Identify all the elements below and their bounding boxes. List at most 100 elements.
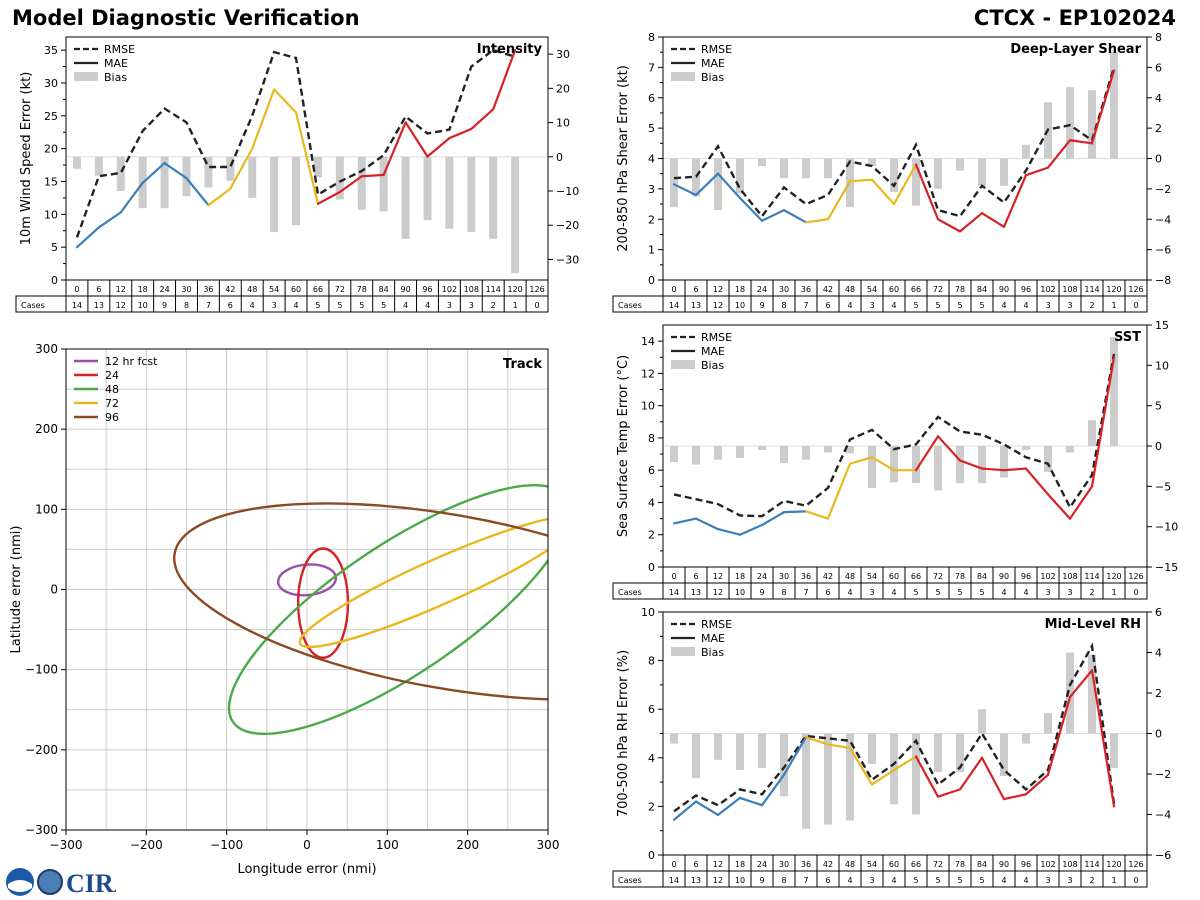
shear-tau-label: 30 [779, 285, 789, 294]
sst-tau-label: 48 [845, 572, 855, 581]
sst-bias-bar [1000, 446, 1008, 478]
sst-mae-segment [848, 456, 874, 465]
intensity-y2tick-label: −20 [556, 219, 579, 232]
rh-bias-bar [978, 709, 986, 734]
intensity-mae-segment [229, 147, 254, 190]
track-ytick-label: −300 [25, 823, 58, 837]
shear-bias-bar [934, 158, 942, 189]
rh-bias-bar [1000, 733, 1008, 777]
shear-cases-value: 3 [869, 301, 874, 310]
sst-cases-value: 1 [1111, 588, 1116, 597]
cira-logo: CIRA [6, 866, 116, 898]
intensity-mae-segment [251, 88, 276, 150]
shear-cases-value: 0 [1133, 301, 1138, 310]
shear-tau-label: 96 [1021, 285, 1031, 294]
sst-cases-value: 2 [1089, 588, 1094, 597]
shear-mae-segment [870, 178, 896, 206]
rh-cases-value: 7 [803, 876, 808, 885]
rh-tau-label: 12 [713, 860, 723, 869]
rh-y2tick-label: −6 [1155, 849, 1171, 862]
intensity-cases-value: 10 [138, 301, 148, 310]
sst-rmse-line [673, 353, 1116, 518]
shear-legend-mae-label: MAE [701, 57, 725, 70]
shear-legend-rmse-label: RMSE [701, 43, 732, 56]
shear-legend-bias-label: Bias [701, 71, 724, 84]
intensity-cases-value: 3 [447, 301, 452, 310]
sst-cases-value: 4 [1023, 588, 1028, 597]
shear-y2tick-label: 4 [1155, 92, 1162, 105]
rh-cases-value: 10 [735, 876, 745, 885]
rh-tau-label: 78 [955, 860, 965, 869]
intensity-tau-label: 120 [507, 285, 522, 294]
sst-bias-bar [1022, 446, 1030, 451]
intensity-bias-bar [511, 156, 520, 274]
rh-bias-bar [824, 733, 832, 825]
track-panel: −300 −200 −100 0 100 200 300 −300 −200 −100 0 100 20… [9, 342, 560, 877]
rh-y2tick-label: −2 [1155, 768, 1171, 781]
rh-bias-bar [934, 733, 942, 772]
sst-bias-bar [758, 446, 766, 451]
sst-mae-segment [694, 517, 720, 531]
track-ytick-label: 300 [35, 342, 58, 356]
sst-cases-value: 8 [781, 588, 786, 597]
intensity-bias-bar [72, 156, 81, 169]
intensity-cases-value: 6 [228, 301, 233, 310]
track-xtick-label: 300 [537, 838, 560, 852]
sst-bias-bar [1110, 337, 1118, 446]
sst-ytick-label: 12 [641, 367, 655, 380]
sst-y2tick-label: −5 [1155, 480, 1171, 493]
rh-mae-segment [1068, 669, 1094, 699]
shear-cases-value: 13 [691, 301, 701, 310]
sst-tau-label: 84 [977, 572, 987, 581]
track-ytick-label: −100 [25, 663, 58, 677]
shear-bias-bar [956, 158, 964, 171]
shear-cases-value: 7 [803, 301, 808, 310]
sst-y2tick-label: 10 [1155, 359, 1169, 372]
sst-cases-value: 3 [1045, 588, 1050, 597]
intensity-bias-bar [313, 156, 322, 178]
rh-cases-value: 12 [713, 876, 723, 885]
intensity-mae-segment [75, 226, 100, 249]
intensity-tau-label: 12 [116, 285, 126, 294]
shear-cases-value: 12 [713, 301, 723, 310]
intensity-cases-value: 5 [315, 301, 320, 310]
sst-tau-label: 24 [757, 572, 767, 581]
track-ellipses [173, 484, 548, 736]
intensity-bias-bar [379, 156, 388, 212]
rh-cases-value: 2 [1089, 876, 1094, 885]
sst-mae-segment [804, 510, 830, 520]
intensity-mae-segment [273, 88, 298, 114]
shear-bias-bar [978, 158, 986, 186]
shear-cases-value: 4 [891, 301, 896, 310]
intensity-bias-bar [116, 156, 125, 192]
rh-bias-bar [670, 733, 678, 744]
intensity-bias-bar [204, 156, 213, 188]
sst-ytick-label: 2 [648, 529, 655, 542]
intensity-ytick-label: 30 [44, 77, 58, 90]
shear-mae-segment [892, 163, 918, 206]
intensity-tau-label: 108 [464, 285, 479, 294]
track-xtick-label: 100 [376, 838, 399, 852]
intensity-cases-value: 7 [206, 301, 211, 310]
rh-mae-segment [936, 788, 962, 798]
sst-legend-bias-label: Bias [701, 359, 724, 372]
rh-cases-value: 8 [781, 876, 786, 885]
intensity-bias-bar [292, 156, 301, 226]
rh-y2tick-label: 4 [1155, 647, 1162, 660]
intensity-tau-label: 18 [138, 285, 148, 294]
sst-bias-bar [978, 446, 986, 484]
rh-tau-label: 60 [889, 860, 899, 869]
intensity-tau-label: 72 [335, 285, 345, 294]
sst-cases-value: 12 [713, 588, 723, 597]
shear-cases-value: 9 [759, 301, 764, 310]
shear-tau-label: 18 [735, 285, 745, 294]
shear-tau-label: 24 [757, 285, 767, 294]
rh-mae-segment [980, 756, 1006, 801]
sst-ytick-label: 0 [648, 561, 655, 574]
sst-mae-segment [716, 527, 742, 536]
rh-tau-label: 126 [1128, 860, 1143, 869]
sst-bias-bar [1066, 446, 1074, 453]
rh-y2tick-label: 6 [1155, 606, 1162, 619]
rh-ylabel: 700-500 hPa RH Error (%) [616, 650, 631, 817]
